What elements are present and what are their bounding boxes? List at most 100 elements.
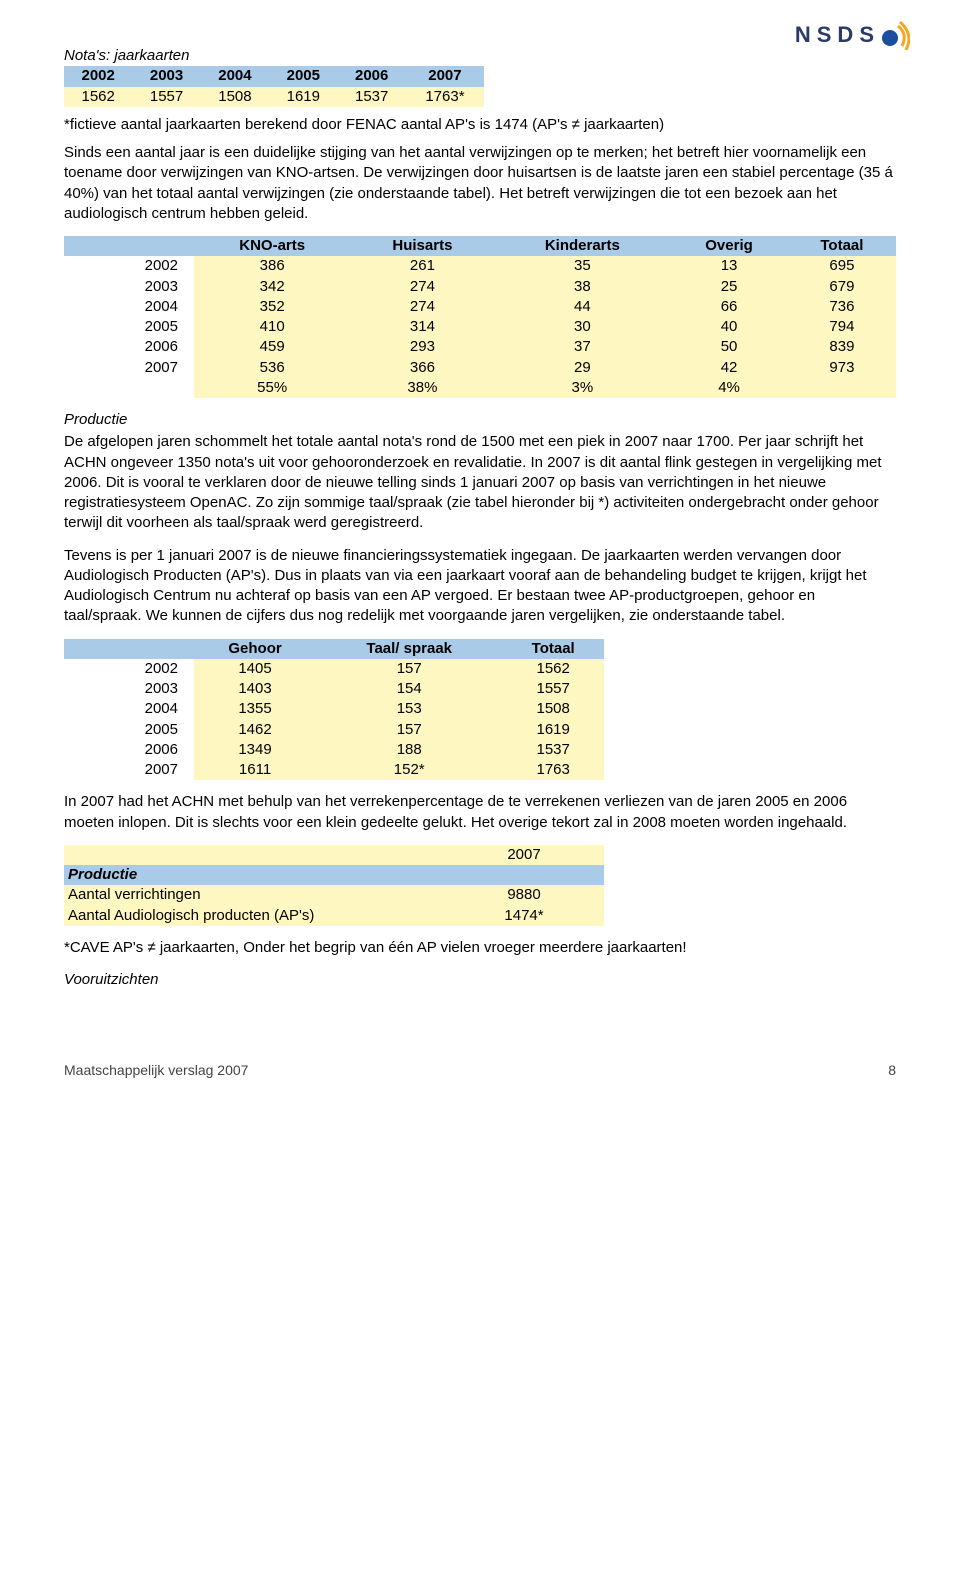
t2-year: 2007 [64, 358, 194, 378]
t2-cell: 50 [670, 337, 788, 357]
t2-year [64, 378, 194, 398]
table-verwijzingen: KNO-arts Huisarts Kinderarts Overig Tota… [64, 236, 896, 398]
t2-cell: 44 [494, 297, 670, 317]
t1-year: 2003 [132, 66, 200, 86]
t1-val: 1763* [406, 87, 484, 107]
t4-label: Aantal Audiologisch producten (AP's) [64, 906, 444, 926]
footer-left: Maatschappelijk verslag 2007 [64, 1061, 248, 1080]
t2-cell: 695 [788, 256, 896, 276]
page-footer: Maatschappelijk verslag 2007 8 [64, 1061, 896, 1080]
t4-val: 9880 [444, 885, 604, 905]
t2-col: Totaal [788, 236, 896, 256]
table-gehoor-taal: Gehoor Taal/ spraak Totaal 2002140515715… [64, 639, 604, 781]
t2-cell: 679 [788, 277, 896, 297]
t1-year: 2002 [64, 66, 132, 86]
t2-cell: 274 [350, 277, 494, 297]
t2-col: KNO-arts [194, 236, 350, 256]
t2-cell: 366 [350, 358, 494, 378]
footnote-cave: *CAVE AP's ≠ jaarkaarten, Onder het begr… [64, 938, 896, 958]
t3-col: Totaal [502, 639, 604, 659]
paragraph-productie-1: De afgelopen jaren schommelt het totale … [64, 432, 896, 533]
t2-cell: 30 [494, 317, 670, 337]
t3-cell: 1462 [194, 720, 316, 740]
t2-year: 2003 [64, 277, 194, 297]
t2-cell: 736 [788, 297, 896, 317]
section-title-notas: Nota's: jaarkaarten [64, 46, 896, 66]
t3-cell: 1562 [502, 659, 604, 679]
t4-blank2 [444, 865, 604, 885]
t2-cell: 37 [494, 337, 670, 357]
t1-val: 1562 [64, 87, 132, 107]
t3-col: Gehoor [194, 639, 316, 659]
t1-val: 1619 [269, 87, 337, 107]
t2-year: 2005 [64, 317, 194, 337]
paragraph-productie-2: Tevens is per 1 januari 2007 is de nieuw… [64, 546, 896, 627]
t2-cell: 66 [670, 297, 788, 317]
t3-cell: 188 [316, 740, 502, 760]
logo-letter: N [795, 20, 813, 50]
section-title-vooruitzichten: Vooruitzichten [64, 970, 896, 990]
t2-cell: 38 [494, 277, 670, 297]
t2-cell: 342 [194, 277, 350, 297]
t1-val: 1537 [338, 87, 406, 107]
t2-cell: 459 [194, 337, 350, 357]
t4-label: Aantal verrichtingen [64, 885, 444, 905]
t3-cell: 1405 [194, 659, 316, 679]
table-productie-2007: 2007 Productie Aantal verrichtingen 9880… [64, 845, 604, 926]
t1-year: 2006 [338, 66, 406, 86]
t2-cell: 410 [194, 317, 350, 337]
t3-cell: 1619 [502, 720, 604, 740]
t3-cell: 157 [316, 659, 502, 679]
t3-year: 2007 [64, 760, 194, 780]
t3-cell: 154 [316, 679, 502, 699]
t3-year: 2005 [64, 720, 194, 740]
t3-cell: 1403 [194, 679, 316, 699]
t3-cell: 1537 [502, 740, 604, 760]
t3-blank-hdr [64, 639, 194, 659]
t3-cell: 1508 [502, 699, 604, 719]
t2-col: Overig [670, 236, 788, 256]
t4-section-label: Productie [64, 865, 444, 885]
t2-cell: 261 [350, 256, 494, 276]
t4-blank [64, 845, 444, 865]
t2-cell: 13 [670, 256, 788, 276]
logo-letter: S [817, 20, 834, 50]
logo-wave-icon [880, 20, 910, 50]
t3-cell: 153 [316, 699, 502, 719]
t2-cell: 35 [494, 256, 670, 276]
footnote-fictieve: *fictieve aantal jaarkaarten berekend do… [64, 115, 896, 135]
t3-cell: 1763 [502, 760, 604, 780]
logo-letter: D [837, 20, 855, 50]
t2-cell: 839 [788, 337, 896, 357]
t2-cell: 42 [670, 358, 788, 378]
logo-letter: S [859, 20, 876, 50]
t2-year: 2004 [64, 297, 194, 317]
t1-year: 2005 [269, 66, 337, 86]
footer-page-number: 8 [888, 1061, 896, 1080]
t2-cell: 29 [494, 358, 670, 378]
t2-cell: 973 [788, 358, 896, 378]
t2-col: Kinderarts [494, 236, 670, 256]
t3-cell: 1557 [502, 679, 604, 699]
t3-year: 2006 [64, 740, 194, 760]
t1-val: 1508 [201, 87, 269, 107]
t1-val: 1557 [132, 87, 200, 107]
t3-cell: 157 [316, 720, 502, 740]
t2-cell: 40 [670, 317, 788, 337]
t3-year: 2002 [64, 659, 194, 679]
t2-cell: 3% [494, 378, 670, 398]
t2-cell: 4% [670, 378, 788, 398]
t2-year: 2006 [64, 337, 194, 357]
t2-cell: 314 [350, 317, 494, 337]
t3-year: 2004 [64, 699, 194, 719]
t1-year: 2007 [406, 66, 484, 86]
t2-cell: 536 [194, 358, 350, 378]
t3-cell: 152* [316, 760, 502, 780]
t3-cell: 1355 [194, 699, 316, 719]
t2-cell: 55% [194, 378, 350, 398]
section-title-productie: Productie [64, 410, 896, 430]
t2-cell: 352 [194, 297, 350, 317]
t3-col: Taal/ spraak [316, 639, 502, 659]
t2-cell: 293 [350, 337, 494, 357]
paragraph-verrekenen: In 2007 had het ACHN met behulp van het … [64, 792, 896, 833]
